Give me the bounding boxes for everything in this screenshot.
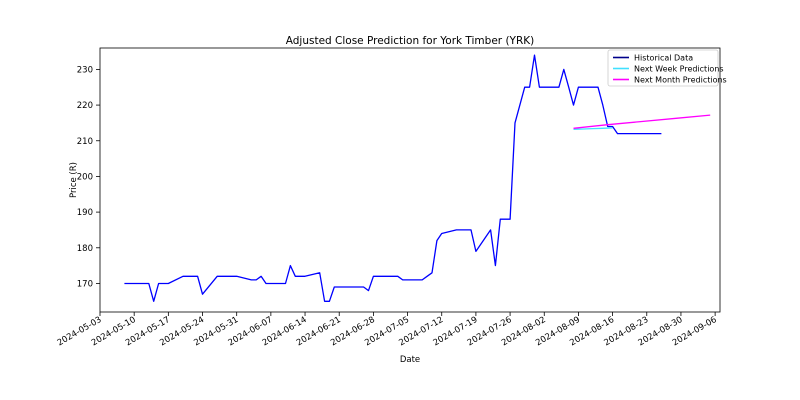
series-line-1 bbox=[573, 127, 613, 130]
plot-area-frame bbox=[99, 47, 721, 313]
x-axis-label: Date bbox=[400, 355, 420, 365]
legend-label-2: Next Month Predictions bbox=[634, 76, 727, 85]
series-layer bbox=[124, 54, 711, 302]
series-line-2 bbox=[573, 114, 711, 129]
y-tick-label: 170 bbox=[77, 279, 93, 289]
y-tick-label: 210 bbox=[77, 137, 93, 147]
legend-label-0: Historical Data bbox=[634, 54, 693, 63]
y-tick-label: 180 bbox=[77, 244, 93, 254]
legend-label-1: Next Week Predictions bbox=[634, 65, 724, 74]
y-tick-label: 200 bbox=[77, 172, 93, 182]
legend-frame bbox=[607, 49, 719, 87]
y-tick-label: 230 bbox=[77, 65, 93, 75]
y-tick-label: 190 bbox=[77, 208, 93, 218]
series-line-0 bbox=[124, 54, 662, 302]
y-axis-label: Price (R) bbox=[69, 162, 79, 198]
legend: Historical Data Next Week Predictions Next… bbox=[607, 49, 727, 87]
chart-title: Adjusted Close Prediction for York Timbe… bbox=[286, 35, 534, 47]
y-tick-label: 220 bbox=[77, 101, 93, 111]
